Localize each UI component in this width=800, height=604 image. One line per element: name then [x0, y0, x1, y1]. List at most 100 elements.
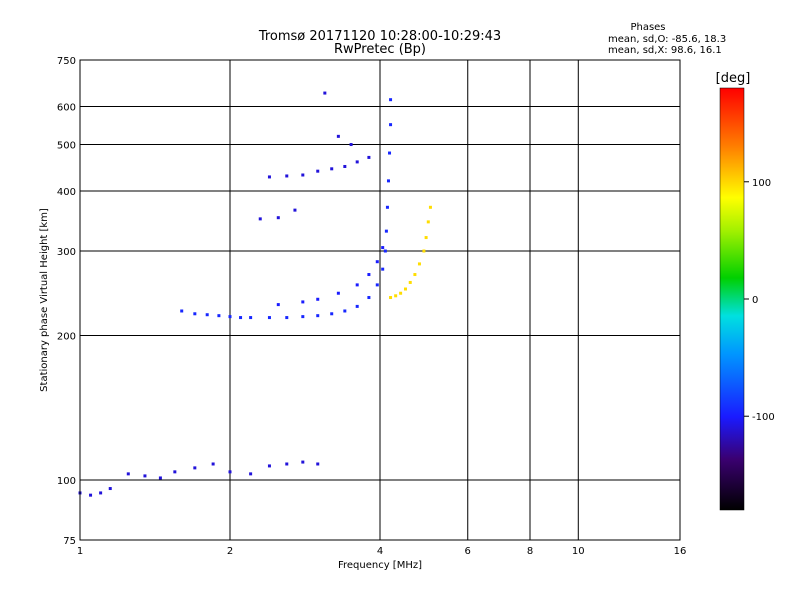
- data-point: [349, 143, 353, 147]
- data-point: [424, 236, 428, 240]
- y-tick-label: 75: [63, 536, 76, 547]
- data-points: [78, 91, 432, 497]
- colorbar-tick-label: 0: [752, 295, 758, 306]
- data-point: [408, 280, 412, 284]
- data-point: [193, 312, 197, 316]
- colorbar: [719, 87, 745, 511]
- data-point: [367, 273, 371, 277]
- data-point: [211, 462, 215, 466]
- colorbar-ticks: 100 0 -100: [744, 178, 775, 423]
- data-point: [403, 287, 407, 291]
- data-point: [99, 491, 103, 495]
- chart-title: Tromsø 20171120 10:28:00-10:29:43: [258, 29, 501, 44]
- x-tick-label: 4: [377, 546, 383, 557]
- plot-frame: [79, 59, 681, 541]
- data-point: [367, 155, 371, 159]
- y-tick-label: 500: [57, 141, 76, 152]
- data-point: [385, 205, 389, 209]
- data-point: [180, 309, 184, 313]
- data-point: [158, 476, 162, 480]
- data-point: [108, 487, 112, 491]
- y-tick-label: 600: [57, 103, 76, 114]
- data-point: [386, 179, 390, 183]
- chart-subtitle: RwPretec (Bp): [334, 42, 426, 57]
- data-point: [285, 316, 289, 320]
- data-point: [228, 315, 232, 319]
- x-tick-label: 6: [465, 546, 471, 557]
- data-point: [301, 460, 305, 464]
- data-point: [389, 296, 393, 300]
- data-point: [143, 474, 147, 478]
- x-axis-ticks: 1 2 4 6 8 10 16: [77, 546, 687, 557]
- data-point: [383, 249, 387, 253]
- data-point: [394, 294, 398, 298]
- x-tick-label: 2: [227, 546, 233, 557]
- data-point: [323, 91, 327, 95]
- phase-line-x: mean, sd,X: 98.6, 16.1: [608, 45, 722, 56]
- data-point: [205, 313, 209, 317]
- data-point: [417, 262, 421, 266]
- data-point: [316, 169, 320, 173]
- data-point: [228, 470, 232, 474]
- data-point: [276, 303, 280, 307]
- data-point: [193, 466, 197, 470]
- data-point: [301, 300, 305, 304]
- data-point: [389, 98, 393, 102]
- data-point: [316, 462, 320, 466]
- x-tick-label: 1: [77, 546, 83, 557]
- data-point: [413, 273, 417, 277]
- data-point: [355, 304, 359, 308]
- phase-heading: Phases: [630, 22, 665, 33]
- data-point: [249, 316, 253, 320]
- data-point: [422, 249, 426, 253]
- data-point: [330, 167, 334, 171]
- data-point: [384, 229, 388, 233]
- x-tick-label: 8: [527, 546, 533, 557]
- data-point: [336, 291, 340, 295]
- data-point: [285, 462, 289, 466]
- data-point: [126, 472, 130, 476]
- phase-line-o: mean, sd,O: -85.6, 18.3: [608, 34, 726, 45]
- data-point: [389, 123, 393, 127]
- data-point: [217, 314, 221, 318]
- data-point: [267, 316, 271, 320]
- y-axis-label: Stationary phase Virtual Height [km]: [39, 208, 50, 392]
- data-point: [375, 283, 379, 287]
- data-point: [293, 208, 297, 212]
- data-point: [426, 220, 430, 224]
- data-point: [301, 315, 305, 319]
- colorbar-label: [deg]: [716, 71, 751, 86]
- data-point: [388, 151, 392, 155]
- data-point: [375, 260, 379, 264]
- data-point: [316, 314, 320, 318]
- data-point: [336, 134, 340, 138]
- grid-lines: [80, 60, 680, 540]
- data-point: [316, 297, 320, 301]
- y-tick-label: 100: [57, 476, 76, 487]
- data-point: [267, 464, 271, 468]
- y-tick-label: 200: [57, 332, 76, 343]
- data-point: [355, 160, 359, 164]
- data-point: [285, 174, 289, 178]
- data-point: [367, 296, 371, 300]
- y-tick-label: 400: [57, 187, 76, 198]
- x-axis-label: Frequency [MHz]: [338, 560, 422, 571]
- y-tick-label: 750: [57, 56, 76, 67]
- y-tick-label: 300: [57, 247, 76, 258]
- data-point: [381, 267, 385, 271]
- data-point: [343, 309, 347, 313]
- x-tick-label: 16: [674, 546, 687, 557]
- y-axis-ticks: 75 100 200 300 400 500 600 750: [57, 56, 76, 547]
- data-point: [330, 312, 334, 316]
- data-point: [89, 493, 93, 497]
- data-point: [301, 173, 305, 177]
- data-point: [399, 291, 403, 295]
- data-point: [173, 470, 177, 474]
- data-point: [381, 246, 385, 250]
- data-point: [428, 205, 432, 209]
- x-tick-label: 10: [572, 546, 585, 557]
- data-point: [267, 175, 271, 179]
- data-point: [343, 164, 347, 168]
- data-point: [276, 216, 280, 220]
